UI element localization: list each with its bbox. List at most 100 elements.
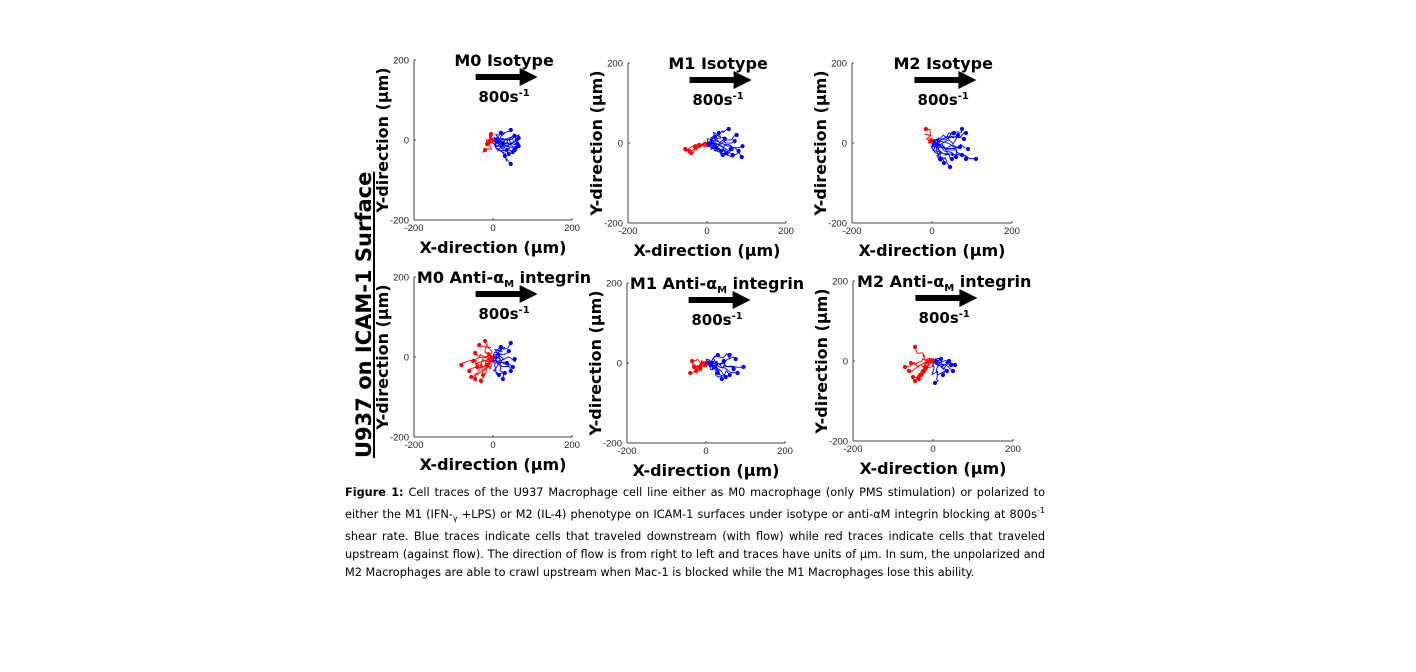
flow-arrow-icon (475, 285, 538, 303)
figure-caption: Figure 1: Cell traces of the U937 Macrop… (345, 484, 1045, 582)
trace-endpoint-downstream (712, 134, 718, 140)
trace-panel-5: -200-200 0 0 200 200 X-direction (µm) Y-direct… (586, 274, 804, 480)
trace-endpoint-downstream (726, 126, 731, 132)
trace-endpoint-upstream (484, 362, 490, 368)
trace-endpoint-downstream (941, 160, 947, 166)
y-axis-label: Y-direction (µm) (373, 67, 392, 213)
trace-endpoint-downstream (727, 352, 732, 358)
flow-arrow-icon (475, 68, 538, 86)
trace-endpoint-downstream (733, 356, 738, 362)
trace-endpoint-downstream (948, 362, 954, 368)
cell-trace-downstream (931, 132, 967, 146)
x-tick-label: 0 (930, 444, 935, 455)
x-tick-label: 0 (703, 446, 708, 457)
y-tick-label: -200 (604, 219, 623, 230)
trace-endpoint-upstream (687, 148, 692, 154)
trace-endpoint-upstream (683, 146, 688, 152)
trace-endpoint-upstream (471, 358, 476, 364)
x-tick-label: -200 (617, 446, 636, 457)
x-tick-label: 200 (564, 440, 580, 451)
trace-endpoint-downstream (498, 344, 503, 350)
cell-trace-downstream (492, 134, 520, 141)
caption-text-2: +LPS) or M2 (IL-4) phenotype on ICAM-1 s… (457, 507, 1038, 521)
shear-rate-label: 800s-1 (918, 91, 969, 109)
x-tick-label: -200 (404, 223, 423, 234)
trace-endpoint-downstream (953, 154, 959, 160)
x-tick-label: 200 (564, 223, 580, 234)
shear-rate-label: 800s-1 (692, 91, 743, 109)
trace-panel-1: -200-200 0 0 200 200 X-direction (µm) Y-direct… (373, 51, 580, 257)
trace-endpoint-downstream (951, 130, 957, 136)
trace-panel-3: -200-200 0 0 200 200 X-direction (µm) Y-direct… (811, 54, 1020, 260)
trace-endpoint-downstream (504, 147, 509, 153)
cell-trace-upstream (482, 356, 494, 376)
trace-endpoint-downstream (500, 141, 505, 147)
y-tick-label: -200 (603, 439, 622, 450)
x-tick-label: -200 (842, 226, 861, 237)
cell-trace-upstream (924, 128, 934, 144)
cell-trace-upstream (922, 360, 934, 372)
trace-endpoint-upstream (486, 139, 492, 145)
cell-trace-upstream (697, 142, 708, 149)
trace-endpoint-downstream (963, 130, 969, 136)
trace-endpoint-downstream (735, 370, 740, 376)
trace-endpoint-downstream (736, 148, 741, 154)
trace-endpoint-downstream (715, 370, 720, 376)
trace-endpoint-downstream (955, 132, 961, 138)
trace-endpoint-downstream (950, 368, 956, 374)
trace-endpoint-downstream (496, 372, 502, 378)
trace-endpoint-upstream (475, 364, 480, 370)
trace-endpoint-downstream (721, 358, 726, 364)
trace-endpoint-downstream (508, 127, 513, 133)
y-tick-label: 200 (832, 277, 848, 288)
trace-endpoint-downstream (516, 143, 521, 149)
trace-endpoint-downstream (940, 372, 946, 378)
trace-endpoint-upstream (908, 360, 914, 366)
y-axis-label: Y-direction (µm) (812, 288, 831, 434)
x-axis-label: X-direction (µm) (420, 455, 567, 474)
x-tick-label: 200 (1004, 226, 1020, 237)
cell-trace-downstream (492, 139, 514, 153)
cell-trace-downstream (492, 346, 503, 358)
trace-endpoint-downstream (516, 135, 521, 141)
trace-endpoint-downstream (720, 152, 725, 158)
trace-endpoint-downstream (944, 368, 950, 374)
cell-trace-downstream (706, 138, 726, 145)
caption-exp: -1 (1037, 506, 1045, 515)
cell-trace-downstream (706, 142, 739, 152)
y-tick-label: -200 (390, 433, 409, 444)
shear-rate-label: 800s-1 (478, 305, 529, 323)
x-axis-label: X-direction (µm) (859, 241, 1006, 260)
trace-endpoint-upstream (467, 368, 472, 374)
y-tick-label: 0 (404, 136, 409, 147)
y-axis-label: Y-direction (µm) (586, 290, 605, 436)
panel-title: M2 Anti-αM integrin (857, 272, 1031, 294)
cell-trace-downstream (932, 358, 952, 367)
x-axis-label: X-direction (µm) (634, 241, 781, 260)
cell-trace-downstream (492, 356, 500, 376)
panel-title: M0 Isotype (454, 51, 554, 70)
trace-endpoint-upstream (902, 364, 908, 370)
trace-endpoint-downstream (722, 136, 727, 142)
trace-endpoint-downstream (732, 138, 737, 144)
trace-endpoint-upstream (916, 376, 922, 382)
trace-endpoint-downstream (965, 146, 971, 152)
caption-text-3: shear rate. Blue traces indicate cells t… (345, 530, 1045, 580)
trace-endpoint-downstream (932, 380, 938, 386)
y-axis-label: Y-direction (µm) (587, 70, 606, 216)
trace-panel-4: -200-200 0 0 200 200 X-direction (µm) Y-direct… (373, 268, 591, 474)
trace-endpoint-upstream (912, 378, 918, 384)
trace-endpoint-downstream (718, 148, 723, 154)
cell-trace-downstream (931, 142, 963, 156)
trace-endpoint-upstream (481, 372, 486, 378)
y-tick-label: -200 (829, 437, 848, 448)
cell-trace-downstream (492, 139, 512, 165)
y-tick-label: 200 (393, 56, 409, 67)
flow-arrow-icon (914, 71, 977, 89)
trace-endpoint-downstream (730, 152, 735, 158)
trace-endpoint-upstream (477, 342, 482, 348)
trace-endpoint-upstream (483, 338, 488, 344)
x-axis-label: X-direction (µm) (633, 461, 780, 480)
figure-side-title: U937 on ICAM-1 Surface (352, 171, 376, 458)
